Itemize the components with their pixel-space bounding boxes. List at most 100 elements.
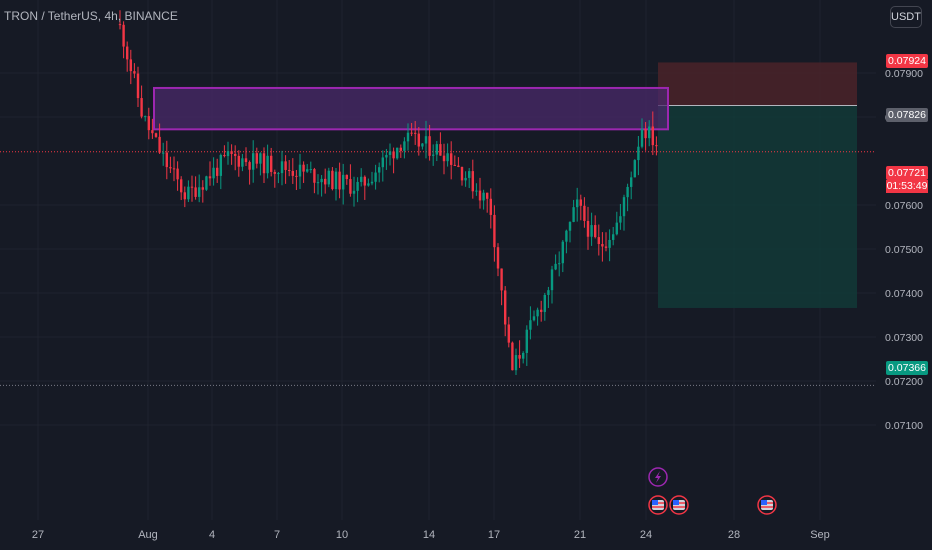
candle-body xyxy=(471,171,474,192)
candle-body xyxy=(198,187,201,197)
y-axis-tick-label: 0.07500 xyxy=(885,244,923,256)
candle-body xyxy=(158,136,161,153)
candle-body xyxy=(378,167,381,173)
x-axis-tick-label: 28 xyxy=(728,529,740,541)
candle-body xyxy=(651,126,654,146)
candle-body xyxy=(140,98,143,117)
candle-body xyxy=(424,136,428,144)
flag-canton xyxy=(652,500,658,505)
x-axis-tick-label: 7 xyxy=(274,529,280,541)
stop-price-tag: 0.07924 xyxy=(886,54,928,68)
bar-countdown-label: 01:53:49 xyxy=(886,180,928,192)
last-price-label: 0.07721 xyxy=(888,167,926,179)
candle-body xyxy=(558,263,561,265)
candle-body xyxy=(590,225,593,237)
candle-body xyxy=(295,175,298,177)
candle-body xyxy=(273,171,276,174)
candle-body xyxy=(486,192,489,199)
candle-body xyxy=(428,136,431,156)
candle-body xyxy=(169,167,172,169)
candle-body xyxy=(446,153,449,162)
symbol-title-text: TRON / TetherUS, 4h, BINANCE xyxy=(4,9,178,23)
candle-body xyxy=(576,199,579,208)
candle-body xyxy=(266,155,269,174)
x-axis-tick-label: 14 xyxy=(423,529,435,541)
x-axis-tick-label: 21 xyxy=(574,529,586,541)
candle-body xyxy=(252,153,255,170)
candle-body xyxy=(597,237,600,245)
candle-body xyxy=(442,155,446,162)
candle-body xyxy=(280,161,284,174)
candle-body xyxy=(183,192,186,200)
candle-body xyxy=(421,143,424,147)
currency-scale-button[interactable]: USDT xyxy=(890,6,922,28)
candle-body xyxy=(316,182,320,184)
candle-body xyxy=(367,183,370,186)
candle-body xyxy=(255,153,258,164)
candle-body xyxy=(640,128,644,147)
candle-body xyxy=(172,168,176,170)
x-axis-tick-label: 24 xyxy=(640,529,652,541)
candle-body xyxy=(241,158,244,167)
candle-body xyxy=(151,130,154,134)
candle-body xyxy=(435,144,438,155)
candle-body xyxy=(568,221,572,231)
candle-body xyxy=(360,176,363,182)
target-price-label: 0.07366 xyxy=(888,362,926,374)
candle-body xyxy=(356,181,359,191)
candle-body xyxy=(406,132,410,142)
candle-body xyxy=(457,165,460,167)
candle-body xyxy=(190,186,194,188)
candle-body xyxy=(601,244,604,247)
candle-body xyxy=(392,151,395,159)
candle-body xyxy=(306,169,309,172)
candle-body xyxy=(399,147,402,151)
candle-body xyxy=(633,160,636,178)
candle-body xyxy=(176,168,179,180)
candle-body xyxy=(482,192,485,201)
candle-body xyxy=(194,187,197,197)
candle-body xyxy=(277,173,280,175)
candle-body xyxy=(248,162,251,170)
candle-body xyxy=(165,152,168,168)
candle-body xyxy=(259,153,262,164)
candle-body xyxy=(223,154,226,157)
candle-body xyxy=(226,151,230,157)
candle-body xyxy=(309,169,312,171)
candle-body xyxy=(187,186,190,200)
candle-body xyxy=(460,166,464,181)
candle-body xyxy=(244,158,248,163)
candle-body xyxy=(327,170,330,185)
candle-body xyxy=(579,199,582,206)
candle-body xyxy=(230,151,233,154)
entry-price-label: 0.07826 xyxy=(888,109,926,121)
candle-body xyxy=(594,225,597,238)
candle-body xyxy=(547,290,550,295)
x-axis-tick-label: 10 xyxy=(336,529,348,541)
x-axis-tick-label: 4 xyxy=(209,529,215,541)
candle-body xyxy=(619,216,622,223)
candle-body xyxy=(493,214,496,248)
candle-body xyxy=(586,220,590,237)
candle-body xyxy=(262,153,266,174)
y-axis-tick-label: 0.07200 xyxy=(885,376,923,388)
candle-body xyxy=(655,145,658,147)
candle-body xyxy=(622,197,626,217)
candle-body xyxy=(507,324,510,343)
candle-body xyxy=(288,169,291,171)
candle-body xyxy=(212,167,215,179)
resistance-zone xyxy=(153,86,669,131)
candle-body xyxy=(302,164,305,172)
candle-body xyxy=(583,205,586,221)
candle-body xyxy=(464,177,467,181)
candle-body xyxy=(324,178,327,185)
candle-body xyxy=(475,190,478,192)
candle-body xyxy=(234,153,237,156)
flag-canton xyxy=(673,500,679,505)
candle-body xyxy=(500,268,503,291)
candle-body xyxy=(201,187,204,190)
candle-body xyxy=(352,190,356,194)
stop-loss-zone xyxy=(658,62,857,106)
candle-body xyxy=(604,246,608,248)
